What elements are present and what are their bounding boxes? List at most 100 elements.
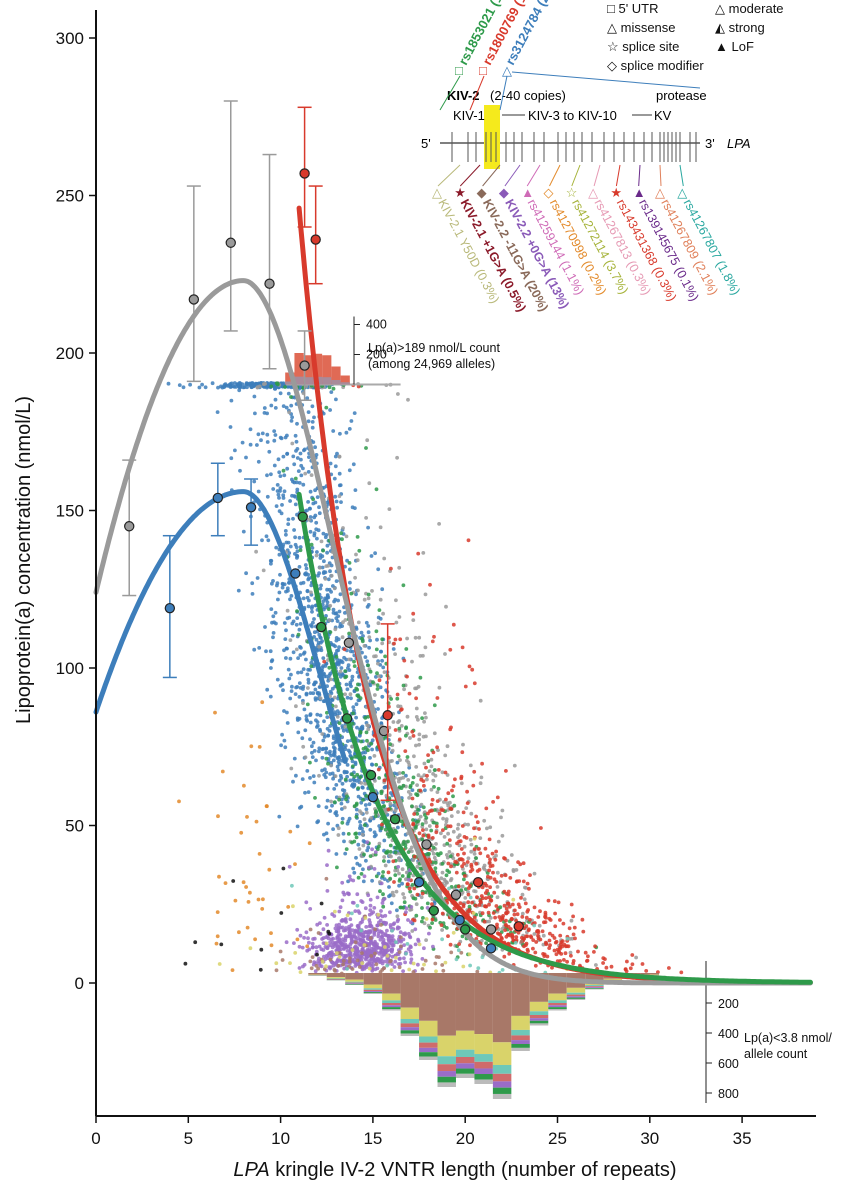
- scatter-point: [479, 894, 484, 898]
- scatter-point: [383, 863, 388, 868]
- scatter-point: [362, 823, 367, 827]
- scatter-point: [580, 917, 585, 922]
- scatter-point: [401, 892, 405, 896]
- scatter-point: [244, 455, 248, 460]
- scatter-point: [296, 730, 301, 735]
- y-tick-label: 50: [65, 817, 84, 836]
- scatter-point: [361, 830, 365, 834]
- scatter-point: [375, 637, 379, 642]
- scatter-point: [576, 949, 580, 954]
- bottom-hist-bar-segment: [382, 1005, 401, 1008]
- scatter-point: [281, 468, 286, 473]
- scatter-point: [213, 710, 217, 715]
- scatter-point: [283, 745, 288, 750]
- scatter-point: [350, 928, 355, 933]
- scatter-point: [468, 963, 472, 968]
- top-hist-scale-label: 400: [366, 318, 387, 332]
- scatter-point: [388, 843, 393, 848]
- scatter-point: [523, 901, 528, 906]
- scatter-point: [295, 456, 300, 460]
- scatter-point: [306, 790, 311, 794]
- scatter-point: [368, 827, 373, 832]
- scatter-point: [463, 896, 468, 900]
- scatter-point: [394, 940, 398, 944]
- scatter-point: [406, 839, 410, 844]
- scatter-point: [521, 879, 526, 884]
- scatter-point: [294, 704, 298, 709]
- scatter-point: [276, 597, 280, 602]
- scatter-point: [289, 766, 294, 771]
- scatter-point: [442, 843, 447, 847]
- scatter-point: [334, 397, 338, 402]
- scatter-point: [376, 957, 381, 962]
- scatter-point: [571, 914, 575, 919]
- scatter-point: [314, 949, 319, 954]
- scatter-point: [395, 692, 400, 697]
- scatter-point: [321, 599, 326, 604]
- scatter-point: [344, 657, 349, 662]
- scatter-point: [460, 750, 465, 755]
- scatter-point: [361, 843, 366, 848]
- scatter-point: [399, 905, 404, 910]
- bottom-hist-label-2: allele count: [744, 1047, 808, 1061]
- scatter-point: [461, 964, 466, 969]
- scatter-point: [560, 944, 565, 949]
- scatter-point: [517, 905, 522, 909]
- scatter-point: [265, 432, 270, 437]
- scatter-point: [417, 831, 422, 836]
- scatter-point: [220, 769, 225, 774]
- scatter-point: [472, 847, 477, 851]
- scatter-point: [468, 943, 472, 948]
- scatter-point: [567, 926, 572, 931]
- scatter-point: [456, 948, 461, 953]
- scatter-point: [520, 915, 525, 919]
- scatter-point: [471, 911, 476, 915]
- scatter-point: [440, 770, 445, 775]
- scatter-point: [443, 770, 448, 775]
- scatter-point: [356, 930, 361, 935]
- scatter-point: [365, 738, 369, 743]
- scatter-point: [414, 765, 419, 769]
- scatter-point: [350, 772, 354, 777]
- scatter-point: [354, 855, 358, 860]
- scatter-point: [401, 932, 406, 936]
- scatter-point: [298, 548, 303, 553]
- scatter-point: [322, 967, 327, 972]
- bottom-hist-bar-segment: [566, 994, 586, 997]
- bottom-hist-bar-segment: [363, 988, 383, 990]
- scatter-point: [465, 881, 469, 885]
- scatter-point: [328, 677, 333, 682]
- scatter-point: [343, 743, 348, 748]
- scatter-point: [335, 764, 340, 769]
- scatter-point: [408, 944, 413, 949]
- scatter-point: [374, 675, 378, 679]
- scatter-point: [299, 646, 303, 650]
- scatter-point: [325, 889, 330, 893]
- scatter-point: [314, 637, 319, 642]
- scatter-point: [356, 842, 361, 847]
- scatter-point: [458, 839, 463, 844]
- top-hist-scale-label: 200: [366, 348, 387, 362]
- scatter-point: [305, 589, 310, 593]
- scatter-point: [345, 558, 349, 563]
- bottom-hist-bar-segment: [511, 1029, 530, 1036]
- scatter-point: [414, 696, 418, 701]
- scatter-point: [414, 792, 418, 796]
- scatter-point: [431, 820, 436, 825]
- bottom-hist-bar-segment: [419, 1042, 438, 1048]
- scatter-point: [359, 739, 363, 744]
- bottom-hist-bar-segment: [492, 973, 512, 1043]
- bottom-hist-bar-segment: [455, 1073, 475, 1078]
- scatter-point: [360, 724, 365, 729]
- scatter-point: [343, 669, 348, 673]
- scatter-point: [334, 783, 339, 787]
- scatter-point: [403, 843, 408, 847]
- scatter-point: [456, 822, 461, 827]
- scatter-point: [331, 643, 336, 647]
- scatter-point: [410, 781, 415, 785]
- scatter-point: [312, 415, 316, 420]
- scatter-point: [395, 908, 399, 913]
- scatter-point: [417, 635, 422, 640]
- scatter-point: [362, 966, 367, 971]
- scatter-point: [337, 721, 342, 725]
